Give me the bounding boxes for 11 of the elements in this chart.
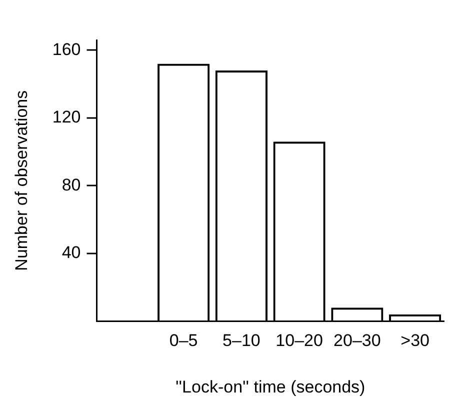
x-axis-title: ''Lock-on'' time (seconds) (176, 377, 366, 396)
y-tick-label: 40 (62, 243, 81, 262)
y-tick-label: 160 (52, 40, 81, 59)
x-tick-label: 10–20 (276, 331, 323, 350)
x-tick-label: 5–10 (222, 331, 260, 350)
y-tick-label: 120 (52, 108, 81, 127)
y-tick-label: 80 (62, 175, 81, 194)
y-axis-title: Number of observations (12, 90, 31, 271)
x-tick-label: 20–30 (334, 331, 381, 350)
x-tick-label: >30 (400, 331, 430, 350)
x-tick-label: 0–5 (169, 331, 198, 350)
